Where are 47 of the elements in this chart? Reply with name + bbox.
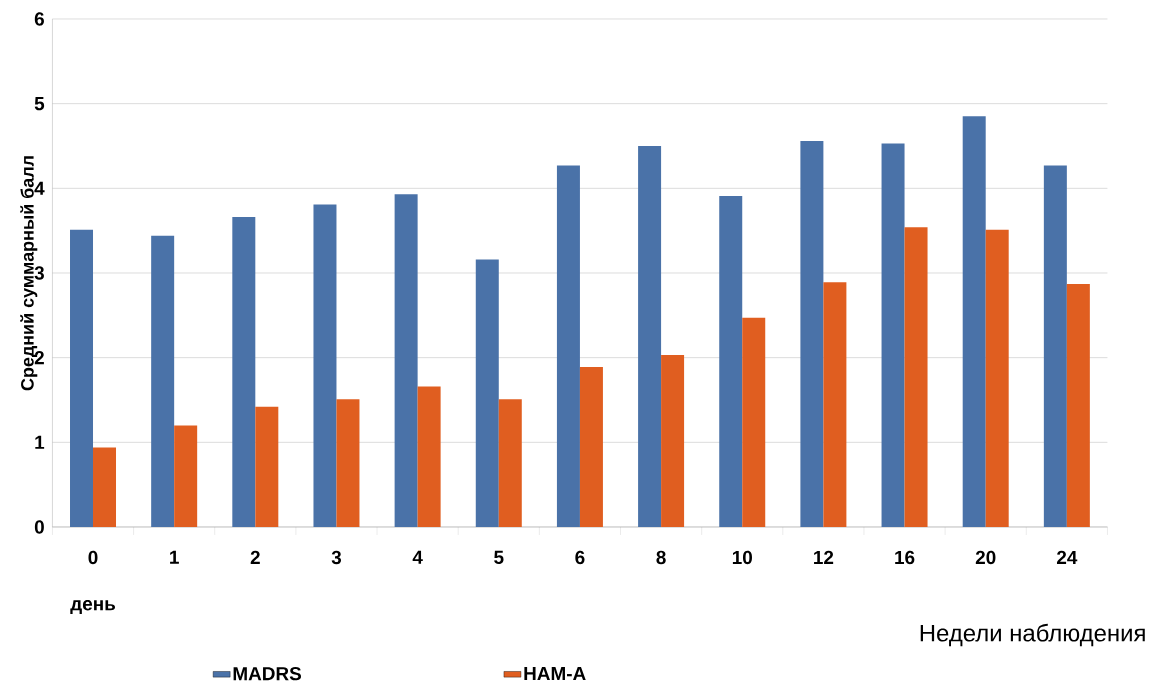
bar	[313, 204, 337, 527]
bar	[394, 194, 418, 527]
bar	[1043, 165, 1067, 527]
bar	[475, 259, 499, 527]
x-tick-label: 10	[732, 550, 752, 565]
x-tick-label: 6	[575, 550, 585, 565]
bar	[985, 229, 1009, 527]
bar	[904, 227, 928, 527]
bar	[962, 116, 986, 527]
x-tick-label: 4	[412, 550, 423, 564]
bar	[579, 366, 603, 527]
bar	[232, 217, 256, 527]
bar	[881, 143, 905, 527]
bar	[556, 165, 580, 527]
x-tick-label: 5	[494, 550, 504, 564]
legend-label: HAM-A	[524, 667, 586, 681]
x-tick-label: 24	[1056, 550, 1078, 564]
x-tick-label: 16	[895, 550, 915, 565]
x-axis-title: Недели наблюдения	[920, 623, 1145, 647]
y-tick-label: 0	[34, 520, 44, 534]
bar	[417, 386, 441, 527]
x-tick-label: 2	[250, 550, 260, 564]
bar	[70, 229, 94, 527]
bar	[661, 355, 685, 527]
bar	[1066, 283, 1090, 527]
bar	[498, 399, 522, 527]
bar	[719, 195, 743, 527]
legend-label: MADRS	[233, 666, 301, 681]
bar	[638, 145, 662, 527]
y-tick-label: 5	[34, 97, 45, 111]
text: день	[70, 600, 116, 614]
x-tick-label: 0	[88, 550, 98, 565]
x-tick-label: 8	[656, 550, 666, 565]
x-tick-label: 1	[170, 550, 179, 564]
x-tick-label: 3	[331, 550, 342, 565]
y-tick-label: 1	[35, 435, 45, 449]
bar	[93, 447, 117, 527]
bar	[800, 140, 824, 527]
bar	[336, 399, 360, 527]
y-tick-label: 6	[34, 12, 44, 26]
bar	[174, 425, 198, 527]
bar	[151, 235, 175, 527]
x-tick-label: 20	[975, 550, 996, 565]
bar	[255, 406, 279, 527]
bar	[823, 282, 847, 527]
x-tick-label: 12	[814, 550, 834, 564]
bar	[742, 317, 766, 527]
